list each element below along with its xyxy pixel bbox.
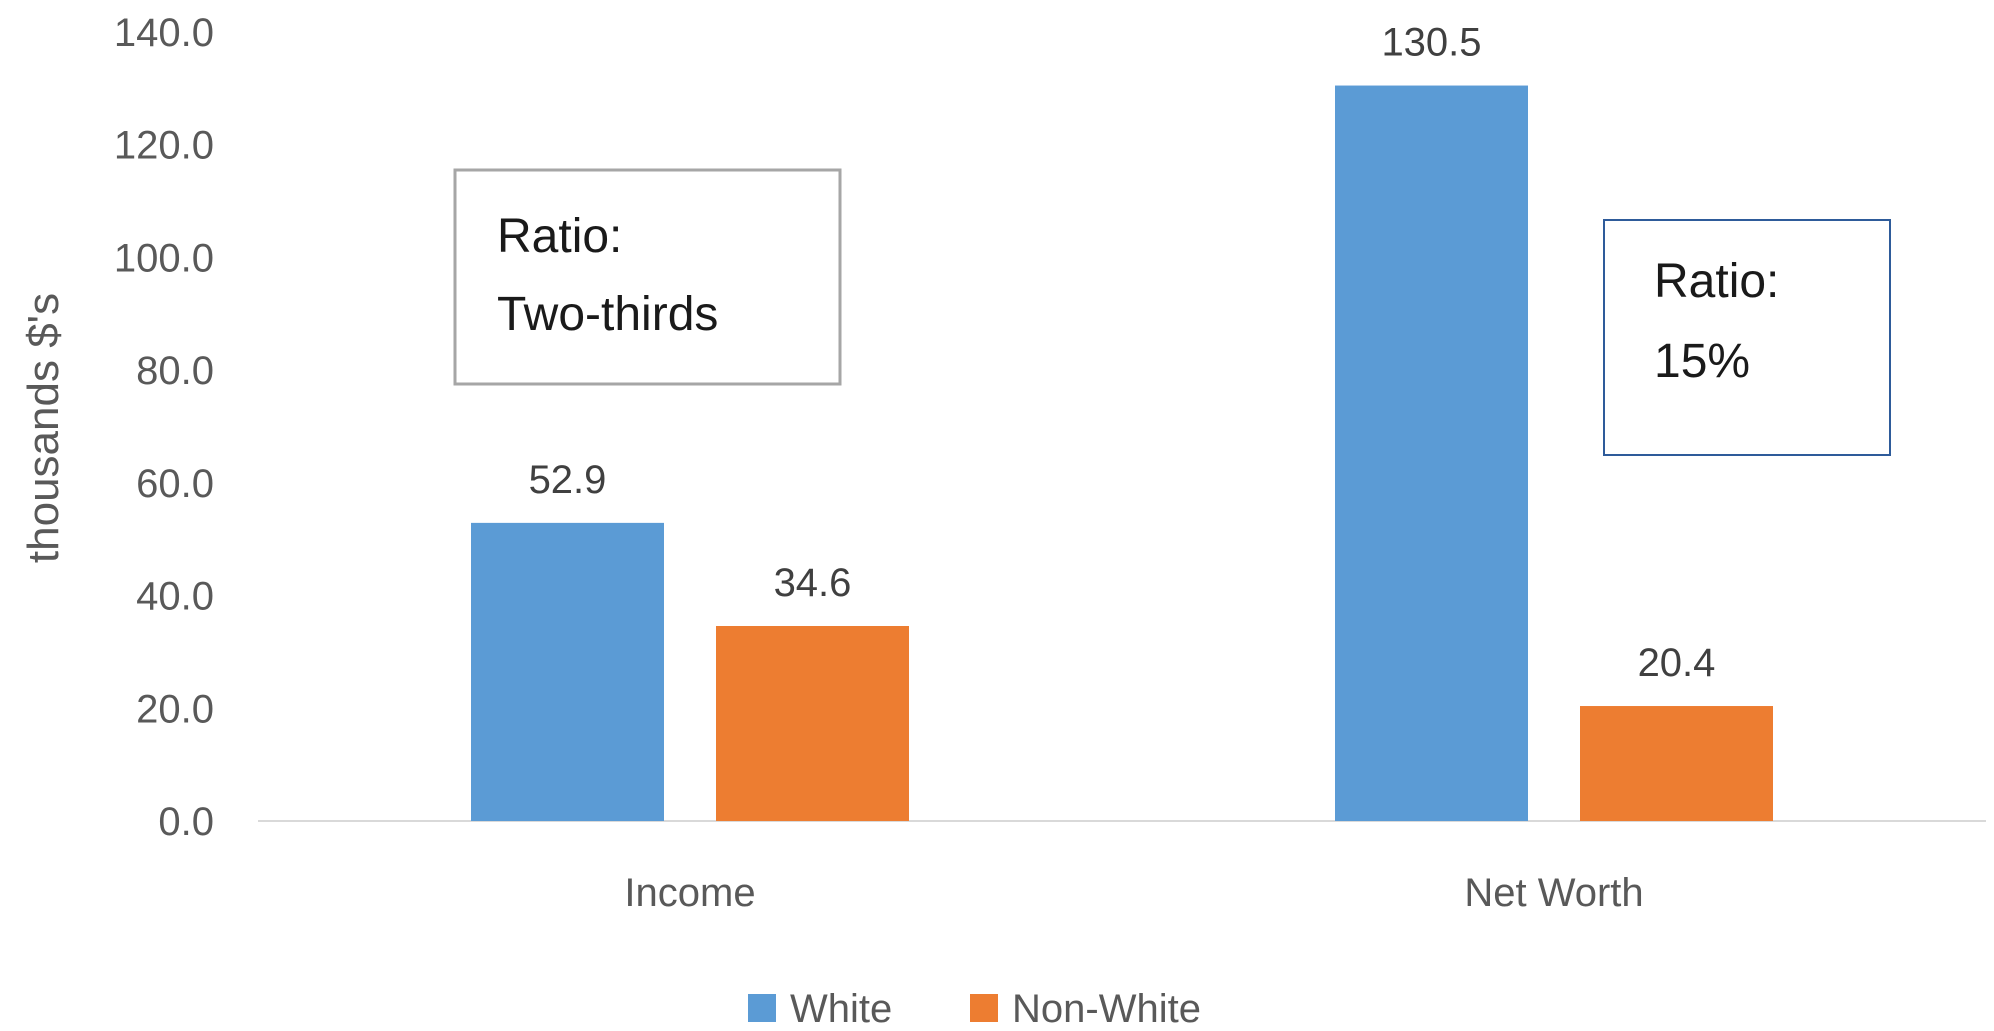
- legend: White Non-White: [748, 987, 1201, 1031]
- y-tick-label-2: 40.0: [136, 575, 214, 619]
- x-tick-label-0: Income: [624, 871, 755, 915]
- data-label-income-non-white: 34.6: [774, 561, 852, 605]
- data-labels: 52.9 34.6 130.5 20.4: [529, 21, 1716, 685]
- annotation-income-ratio: Ratio: Two-thirds: [453, 168, 842, 386]
- bar-income-non-white: [716, 626, 909, 821]
- y-tick-label-3: 60.0: [136, 462, 214, 506]
- legend-label-non-white: Non-White: [1012, 987, 1201, 1031]
- legend-swatch-white: [748, 994, 776, 1022]
- bar-net-worth-white: [1335, 85, 1528, 821]
- annotation-box-net-worth: [1603, 219, 1891, 456]
- y-axis-title: thousands $'s: [19, 293, 68, 563]
- y-tick-label-6: 120.0: [114, 124, 214, 168]
- y-tick-label-0: 0.0: [158, 800, 214, 844]
- bar-net-worth-non-white: [1580, 706, 1773, 821]
- annotation-box-income: [453, 168, 842, 386]
- annotation-net-worth-line2: 15%: [1654, 335, 1750, 388]
- bars: [471, 85, 1773, 821]
- annotation-net-worth-ratio: Ratio: 15%: [1603, 219, 1891, 456]
- y-tick-label-5: 100.0: [114, 236, 214, 280]
- y-axis-ticks: 0.0 20.0 40.0 60.0 80.0 100.0 120.0 140.0: [114, 11, 214, 844]
- annotation-income-line2: Two-thirds: [497, 288, 718, 341]
- annotation-income-line1: Ratio:: [497, 210, 622, 263]
- x-axis-ticks: Income Net Worth: [624, 871, 1643, 915]
- y-tick-label-7: 140.0: [114, 11, 214, 55]
- y-tick-label-1: 20.0: [136, 687, 214, 731]
- data-label-income-white: 52.9: [529, 458, 607, 502]
- annotation-net-worth-line1: Ratio:: [1654, 255, 1779, 308]
- data-label-net-worth-white: 130.5: [1381, 21, 1481, 65]
- x-tick-label-1: Net Worth: [1464, 871, 1643, 915]
- y-tick-label-4: 80.0: [136, 349, 214, 393]
- data-label-net-worth-non-white: 20.4: [1638, 641, 1716, 685]
- bar-income-white: [471, 522, 664, 821]
- legend-swatch-non-white: [970, 994, 998, 1022]
- legend-label-white: White: [790, 987, 892, 1031]
